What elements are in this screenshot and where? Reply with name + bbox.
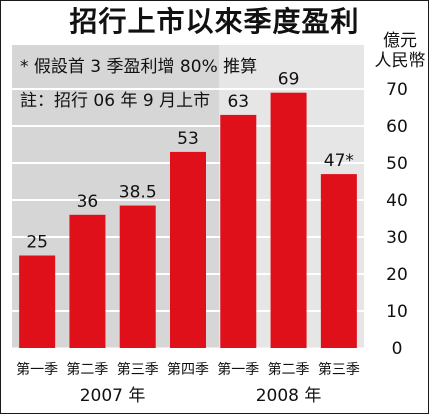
- year-labels: 2007 年 2008 年: [80, 386, 322, 406]
- chart-title: 招行上市以來季度盈利: [69, 5, 360, 38]
- bar: [270, 92, 307, 348]
- y-tick-label: 50: [386, 154, 408, 174]
- bar: [19, 255, 56, 348]
- y-tick-label: 10: [386, 302, 408, 322]
- bar: [119, 205, 156, 348]
- unit-label-line1: 億元: [383, 31, 417, 51]
- value-label: 53: [177, 129, 199, 149]
- value-labels: 25 36 38.5 53 63 69 47*: [26, 70, 354, 253]
- bar: [170, 151, 206, 348]
- category-label: 第一季: [217, 361, 259, 378]
- value-label: 25: [26, 233, 48, 253]
- bars: [19, 92, 357, 349]
- category-label: 第四季: [167, 361, 209, 378]
- unit-label-line2: 人民幣: [375, 51, 426, 71]
- value-label: 36: [77, 192, 99, 212]
- note-assumption: * 假設首 3 季盈利增 80% 推算: [20, 57, 257, 77]
- y-tick-label: 40: [386, 191, 408, 211]
- bar: [320, 174, 357, 348]
- y-tick-label: 70: [386, 80, 408, 100]
- value-label: 63: [227, 92, 249, 112]
- bar: [220, 114, 257, 349]
- year-label: 2007 年: [80, 386, 146, 406]
- category-label: 第三季: [318, 361, 360, 378]
- value-label: 69: [278, 70, 300, 90]
- value-label: 47*: [324, 151, 354, 171]
- category-label: 第二季: [66, 361, 108, 378]
- category-label: 第二季: [268, 361, 310, 378]
- value-label: 38.5: [119, 183, 157, 203]
- year-label: 2008 年: [256, 386, 322, 406]
- y-tick-label: 20: [386, 265, 408, 285]
- y-tick-labels: 0 10 20 30 40 50 60 70: [386, 80, 408, 359]
- category-label: 第一季: [16, 361, 58, 378]
- y-tick-label: 60: [386, 117, 408, 137]
- y-tick-label: 30: [386, 228, 408, 248]
- category-labels: 第一季 第二季 第三季 第四季 第一季 第二季 第三季: [16, 361, 360, 378]
- category-label: 第三季: [117, 361, 159, 378]
- note-listing: 註：招行 06 年 9 月上市: [20, 91, 210, 111]
- y-tick-label: 0: [392, 339, 403, 359]
- bar: [69, 214, 106, 348]
